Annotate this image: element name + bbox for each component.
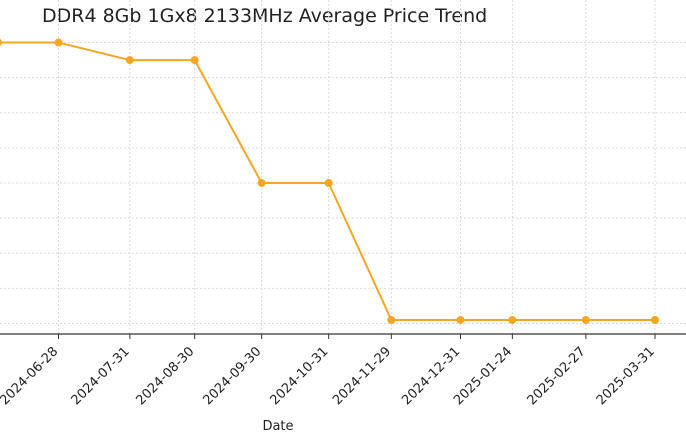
data-point — [508, 315, 517, 324]
grid-lines — [0, 0, 686, 334]
x-tick-label: 2024-10-31 — [267, 344, 331, 408]
x-axis-ticks: 2024-05-312024-06-282024-07-312024-08-30… — [0, 334, 658, 408]
x-tick-label: 2024-11-29 — [330, 344, 394, 408]
data-point — [257, 179, 266, 187]
data-points — [0, 38, 659, 324]
data-point — [0, 39, 2, 46]
data-point — [324, 179, 333, 187]
data-point — [125, 56, 134, 65]
chart-title: DDR4 8Gb 1Gx8 2133MHz Average Price Tren… — [42, 5, 487, 27]
data-point — [387, 315, 396, 324]
x-tick-label: 2024-09-30 — [200, 344, 264, 408]
data-point — [651, 315, 659, 324]
x-tick-label: 2025-02-27 — [525, 344, 589, 408]
x-tick-label: 2024-08-30 — [133, 344, 197, 408]
x-tick-label: 2024-06-28 — [0, 344, 61, 408]
x-tick-label: 2024-07-31 — [69, 344, 133, 408]
x-axis-label: Date — [262, 419, 293, 434]
data-point — [456, 315, 465, 324]
data-point — [54, 38, 63, 47]
data-point — [581, 315, 590, 324]
x-tick-label: 2025-03-31 — [594, 344, 658, 408]
data-point — [190, 56, 199, 65]
